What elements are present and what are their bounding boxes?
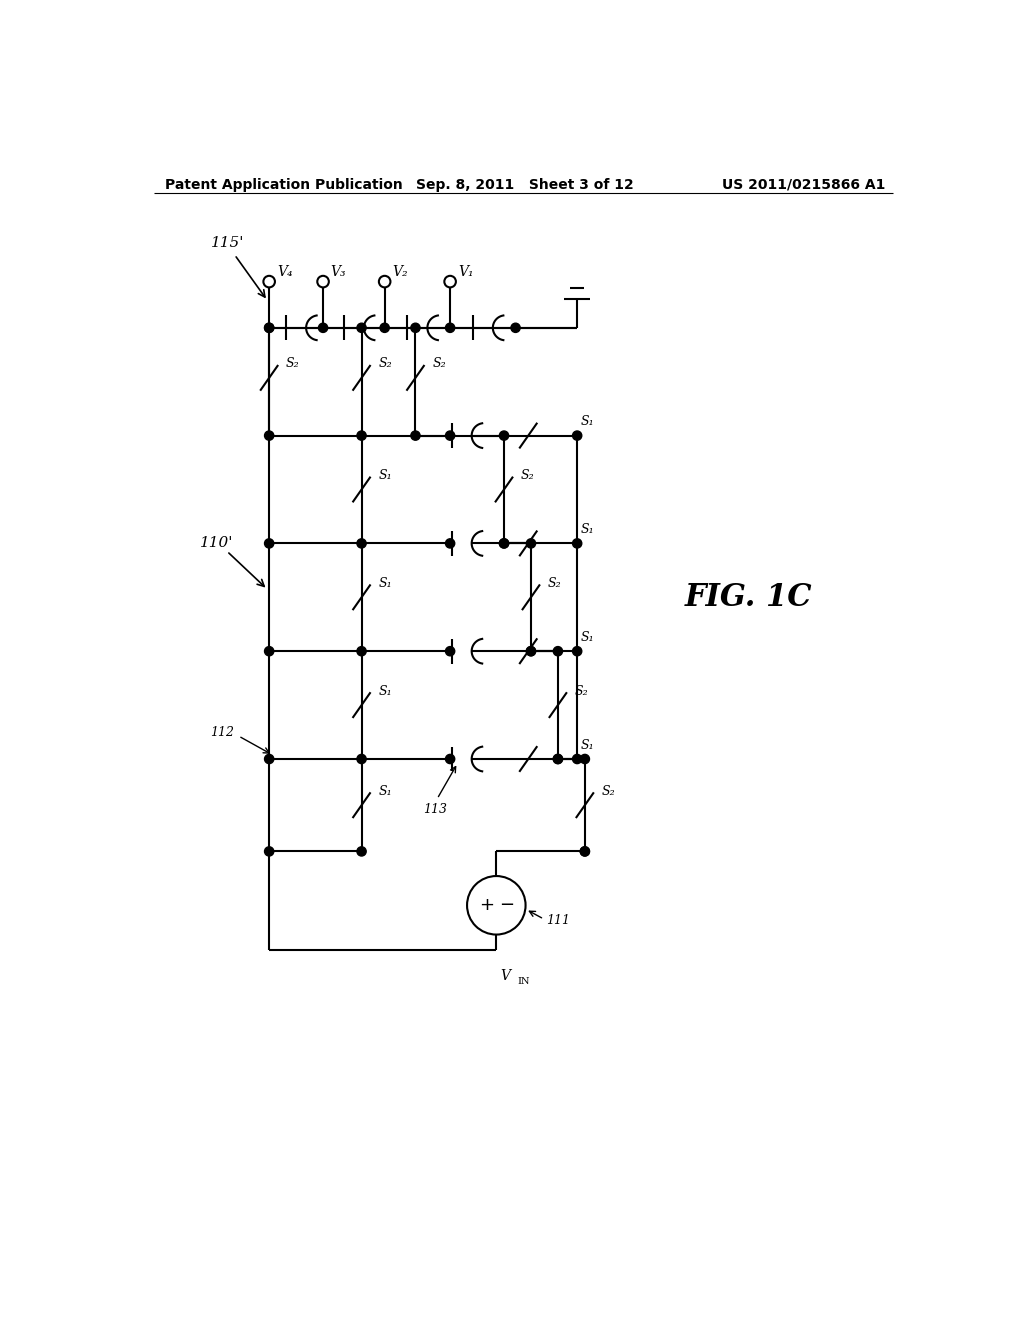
Circle shape xyxy=(411,432,420,441)
Circle shape xyxy=(553,755,562,763)
Text: S₂: S₂ xyxy=(574,685,589,698)
Text: S₁: S₁ xyxy=(379,469,392,482)
Circle shape xyxy=(264,755,273,763)
Text: FIG. 1C: FIG. 1C xyxy=(685,582,812,612)
Circle shape xyxy=(445,647,455,656)
Text: S₂: S₂ xyxy=(548,577,561,590)
Text: V₂: V₂ xyxy=(392,265,408,280)
Text: S₂: S₂ xyxy=(432,358,446,371)
Circle shape xyxy=(357,647,367,656)
Circle shape xyxy=(581,755,590,763)
Circle shape xyxy=(264,432,273,441)
Text: S₁: S₁ xyxy=(581,631,595,644)
Text: 113: 113 xyxy=(423,803,447,816)
Circle shape xyxy=(553,647,562,656)
Circle shape xyxy=(500,539,509,548)
Circle shape xyxy=(357,847,367,857)
Text: +: + xyxy=(479,896,494,915)
Circle shape xyxy=(500,432,509,441)
Circle shape xyxy=(572,539,582,548)
Circle shape xyxy=(357,755,367,763)
Text: 112: 112 xyxy=(211,726,234,739)
Circle shape xyxy=(264,323,273,333)
Text: 115': 115' xyxy=(211,236,245,249)
Text: V: V xyxy=(500,969,510,983)
Text: S₂: S₂ xyxy=(602,785,615,797)
Text: S₂: S₂ xyxy=(286,358,300,371)
Circle shape xyxy=(526,647,536,656)
Circle shape xyxy=(445,323,455,333)
Text: S₁: S₁ xyxy=(379,577,392,590)
Circle shape xyxy=(264,847,273,857)
Circle shape xyxy=(500,539,509,548)
Text: Patent Application Publication: Patent Application Publication xyxy=(165,178,403,191)
Text: S₂: S₂ xyxy=(379,358,392,371)
Circle shape xyxy=(264,323,273,333)
Circle shape xyxy=(411,323,420,333)
Circle shape xyxy=(445,432,455,441)
Circle shape xyxy=(511,323,520,333)
Text: US 2011/0215866 A1: US 2011/0215866 A1 xyxy=(722,178,885,191)
Circle shape xyxy=(581,847,590,857)
Circle shape xyxy=(445,539,455,548)
Circle shape xyxy=(572,647,582,656)
Text: 111: 111 xyxy=(547,915,570,927)
Circle shape xyxy=(572,432,582,441)
Text: 110': 110' xyxy=(200,536,233,550)
Text: S₁: S₁ xyxy=(581,739,595,751)
Text: −: − xyxy=(499,896,514,915)
Text: S₂: S₂ xyxy=(521,469,535,482)
Text: S₁: S₁ xyxy=(581,416,595,428)
Text: IN: IN xyxy=(517,977,529,986)
Circle shape xyxy=(572,755,582,763)
Circle shape xyxy=(445,755,455,763)
Text: S₁: S₁ xyxy=(379,685,392,698)
Circle shape xyxy=(526,647,536,656)
Circle shape xyxy=(581,847,590,857)
Text: V₄: V₄ xyxy=(276,265,293,280)
Circle shape xyxy=(357,323,367,333)
Circle shape xyxy=(553,755,562,763)
Circle shape xyxy=(526,539,536,548)
Text: V₃: V₃ xyxy=(331,265,346,280)
Text: Sep. 8, 2011   Sheet 3 of 12: Sep. 8, 2011 Sheet 3 of 12 xyxy=(416,178,634,191)
Circle shape xyxy=(264,539,273,548)
Text: S₁: S₁ xyxy=(581,523,595,536)
Circle shape xyxy=(318,323,328,333)
Text: S₁: S₁ xyxy=(379,785,392,797)
Circle shape xyxy=(357,539,367,548)
Circle shape xyxy=(264,647,273,656)
Circle shape xyxy=(357,432,367,441)
Text: V₁: V₁ xyxy=(458,265,473,280)
Circle shape xyxy=(380,323,389,333)
